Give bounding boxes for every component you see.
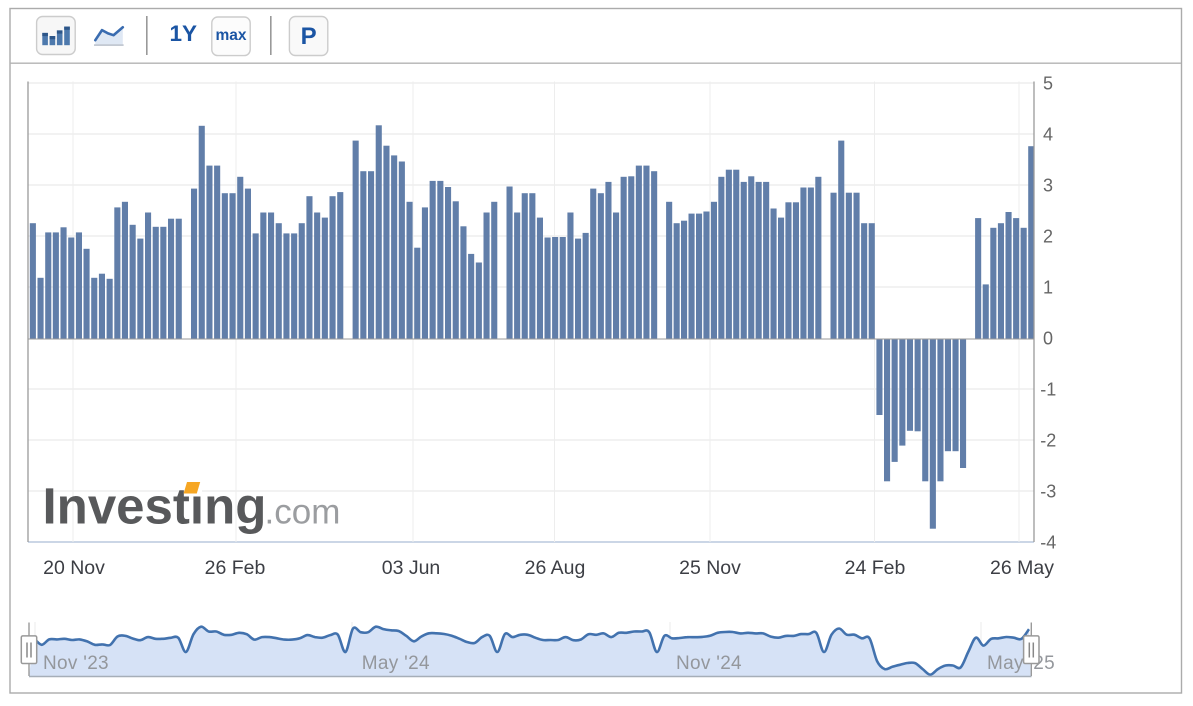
svg-text:5: 5 [1043, 74, 1053, 94]
svg-text:20 Nov: 20 Nov [43, 557, 105, 579]
svg-text:26 Aug: 26 Aug [525, 557, 586, 579]
svg-text:Investing: Investing [43, 478, 267, 535]
svg-text:1Y: 1Y [170, 21, 198, 46]
svg-text:03 Jun: 03 Jun [382, 557, 441, 579]
svg-text:26 May: 26 May [990, 557, 1054, 579]
svg-text:2: 2 [1043, 227, 1053, 247]
svg-text:-4: -4 [1040, 533, 1056, 553]
svg-text:-3: -3 [1040, 482, 1056, 502]
svg-text:-1: -1 [1040, 380, 1056, 400]
svg-text:1: 1 [1043, 278, 1053, 298]
svg-text:24 Feb: 24 Feb [845, 557, 906, 579]
svg-text:P: P [301, 23, 317, 50]
svg-text:May '25: May '25 [987, 653, 1055, 674]
svg-text:26 Feb: 26 Feb [205, 557, 266, 579]
svg-text:Nov '24: Nov '24 [676, 653, 742, 674]
svg-text:May '24: May '24 [362, 653, 430, 674]
svg-text:-2: -2 [1040, 431, 1056, 451]
svg-text:Nov '23: Nov '23 [43, 653, 109, 674]
svg-text:max: max [215, 27, 246, 44]
svg-text:4: 4 [1043, 125, 1053, 145]
svg-text:.com: .com [265, 493, 341, 532]
svg-text:3: 3 [1043, 176, 1053, 196]
svg-text:0: 0 [1043, 329, 1053, 349]
svg-text:25 Nov: 25 Nov [679, 557, 741, 579]
